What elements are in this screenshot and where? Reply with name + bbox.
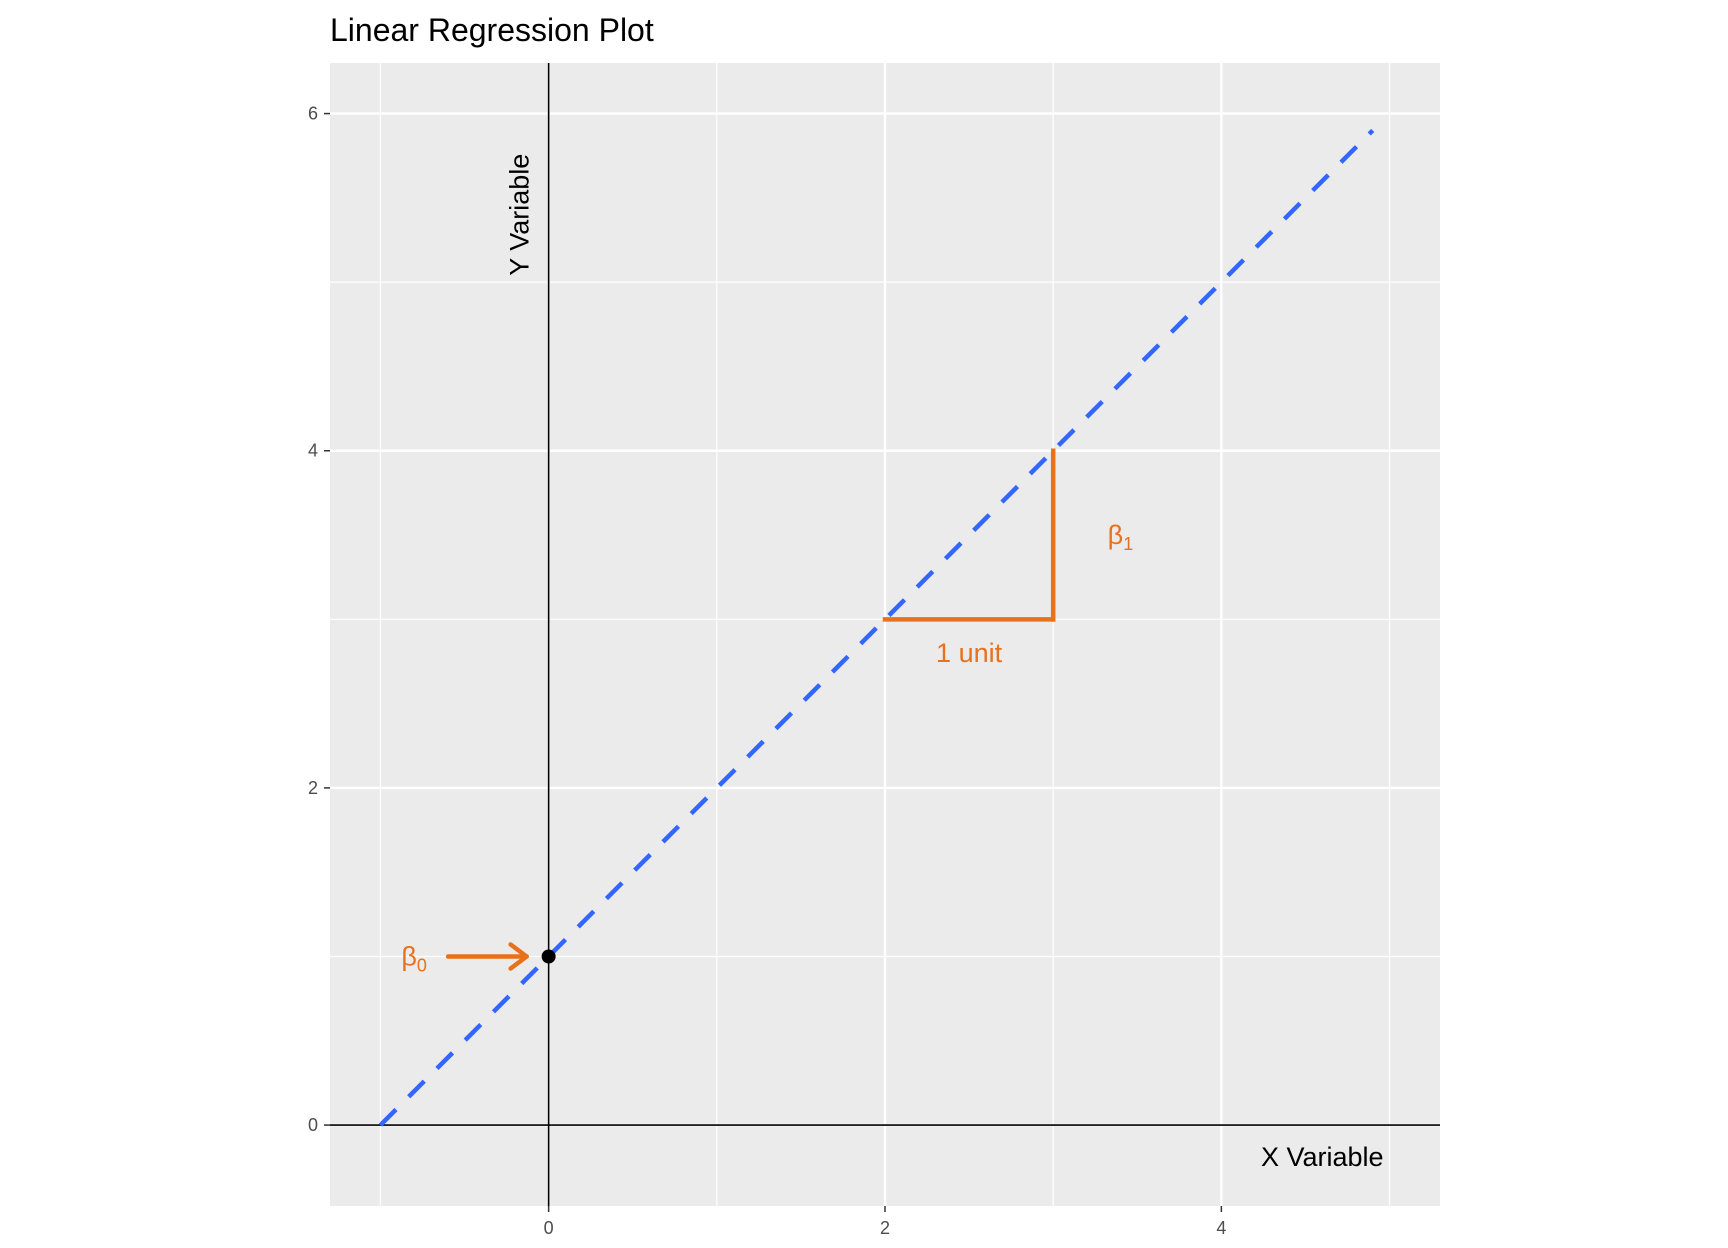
regression-line — [378, 128, 1375, 1127]
x-tick-label: 0 — [544, 1218, 554, 1238]
points-layer — [541, 949, 556, 964]
series-layer — [378, 128, 1375, 1127]
x-axis-label: X Variable — [1261, 1142, 1384, 1172]
chart-title: Linear Regression Plot — [330, 12, 654, 48]
beta0-label: β0 — [401, 941, 427, 975]
y-tick-label: 2 — [308, 778, 318, 798]
beta1-label: β1 — [1108, 520, 1134, 554]
beta0-label-symbol: β — [401, 941, 417, 971]
unit-label: 1 unit — [936, 638, 1003, 668]
beta1-label-subscript: 1 — [1123, 534, 1133, 554]
y-tick-label: 4 — [308, 441, 318, 461]
beta0-arrow-head — [508, 942, 529, 971]
reference-axes — [330, 63, 1440, 1206]
y-axis-label: Y Variable — [505, 154, 535, 276]
x-tick-label: 4 — [1216, 1218, 1226, 1238]
slope-triangle — [882, 448, 1056, 622]
intercept-point — [541, 949, 556, 964]
x-tick-label: 2 — [880, 1218, 890, 1238]
beta0-label-subscript: 0 — [417, 955, 427, 975]
beta1-label-symbol: β — [1108, 520, 1124, 550]
y-tick-label: 6 — [308, 104, 318, 124]
y-tick-label: 0 — [308, 1115, 318, 1135]
axis-ticks: 0 2 4 0 2 4 6 — [308, 104, 1226, 1238]
